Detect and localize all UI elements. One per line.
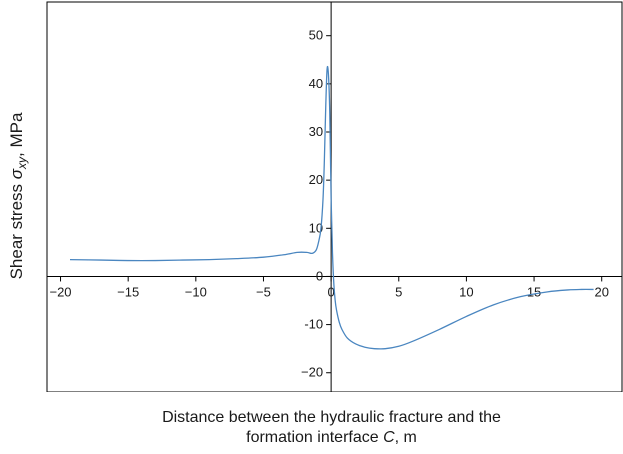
x-tick-label: 5 bbox=[395, 284, 402, 299]
x-tick-label: −10 bbox=[185, 284, 207, 299]
y-tick-label: 0 bbox=[316, 268, 323, 283]
x-tick-label: −20 bbox=[49, 284, 71, 299]
x-tick-label: −5 bbox=[256, 284, 271, 299]
y-tick-label: 40 bbox=[309, 76, 323, 91]
y-tick-label: 50 bbox=[309, 28, 323, 43]
x-tick-label: 15 bbox=[527, 284, 541, 299]
x-axis-label-line2: formation interface C, m bbox=[246, 429, 417, 446]
x-axis-label-line1: Distance between the hydraulic fracture … bbox=[162, 409, 501, 426]
y-tick-label: -10 bbox=[304, 317, 323, 332]
y-tick-label: 20 bbox=[309, 172, 323, 187]
plot-frame bbox=[46, 1, 623, 392]
y-tick-label: 30 bbox=[309, 124, 323, 139]
y-tick-label: 10 bbox=[309, 220, 323, 235]
y-ticks: −20 -10 0 10 20 30 40 50 bbox=[301, 28, 332, 380]
x-tick-label: −15 bbox=[117, 284, 139, 299]
x-tick-label: 20 bbox=[594, 284, 608, 299]
y-tick-label: −20 bbox=[301, 365, 323, 380]
shear-stress-line bbox=[69, 65, 594, 350]
x-tick-label: 0 bbox=[328, 284, 335, 299]
x-tick-label: 10 bbox=[459, 284, 473, 299]
shear-stress-chart: −20 −15 −10 −5 0 5 10 15 20 −20 -10 0 10 20 30 40 50 Sh… bbox=[7, 1, 623, 392]
x-ticks: −20 −15 −10 −5 0 5 10 15 20 bbox=[49, 276, 609, 299]
y-axis-label: Shear stress σxy, MPa bbox=[7, 112, 29, 279]
